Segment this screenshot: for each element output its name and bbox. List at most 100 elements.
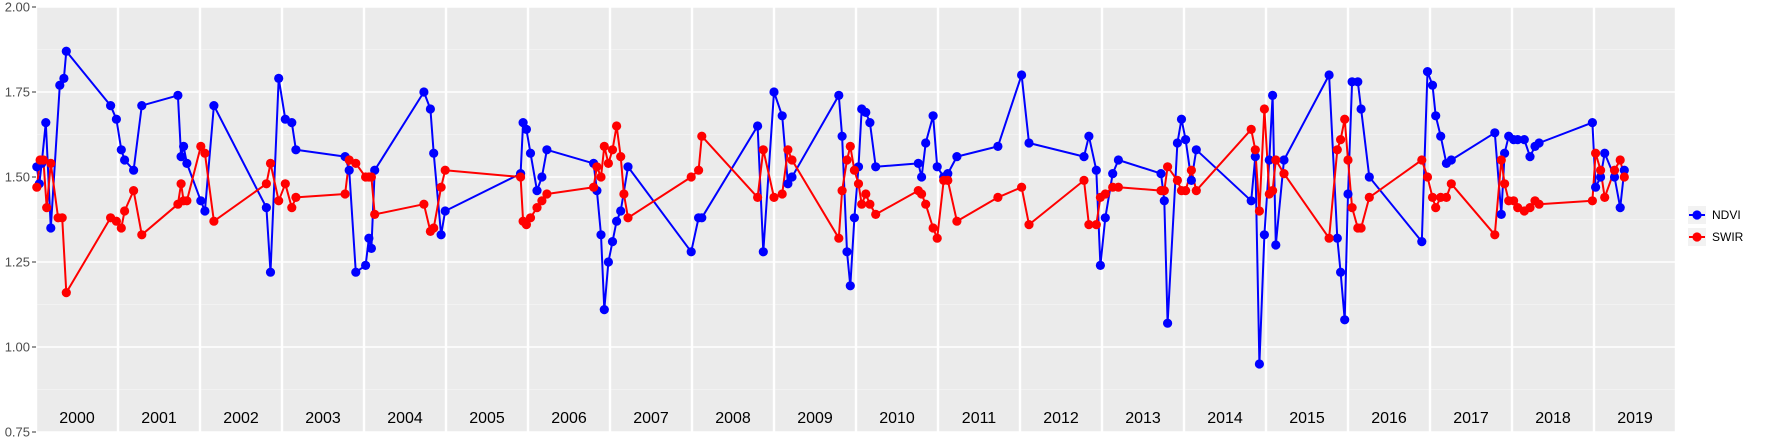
data-point-ndvi	[46, 223, 56, 233]
data-point-swir	[370, 209, 380, 219]
data-point-swir	[1100, 189, 1110, 199]
year-label: 2016	[1371, 410, 1407, 427]
data-point-ndvi	[993, 141, 1003, 151]
data-point-ndvi	[1519, 135, 1529, 145]
data-point-ndvi	[370, 165, 380, 175]
data-point-swir	[928, 223, 938, 233]
data-point-ndvi	[1422, 67, 1433, 77]
data-point-ndvi	[1268, 90, 1278, 100]
data-point-ndvi	[1246, 196, 1256, 206]
year-label: 2009	[797, 410, 833, 427]
data-point-swir	[521, 220, 532, 230]
data-point-ndvi	[176, 152, 186, 162]
year-label: 2011	[962, 410, 997, 427]
data-point-ndvi	[116, 145, 126, 155]
data-point-ndvi	[1259, 230, 1269, 240]
data-point-swir	[1587, 196, 1597, 206]
data-point-swir	[1427, 192, 1438, 202]
data-point-swir	[1534, 199, 1544, 209]
data-point-swir	[865, 199, 875, 209]
data-point-ndvi	[1079, 152, 1089, 162]
data-point-ndvi	[525, 148, 536, 158]
data-point-swir	[1364, 192, 1374, 202]
data-point-swir	[849, 165, 860, 175]
data-point-ndvi	[1172, 138, 1182, 148]
data-point-swir	[1431, 203, 1441, 213]
data-point-swir	[1343, 155, 1353, 165]
data-point-ndvi	[603, 257, 614, 267]
year-label: 2019	[1617, 410, 1653, 427]
data-point-swir	[1332, 145, 1342, 155]
data-point-swir	[1525, 203, 1535, 213]
data-point-ndvi	[1525, 152, 1535, 162]
data-point-ndvi	[1254, 359, 1264, 369]
y-tick-label: 2.00	[5, 0, 30, 15]
data-point-swir	[340, 189, 350, 199]
data-point-swir	[783, 145, 793, 155]
data-point-ndvi	[686, 247, 696, 257]
data-point-swir	[1024, 220, 1034, 230]
data-point-ndvi	[173, 90, 183, 100]
data-point-swir	[1084, 220, 1094, 230]
data-point-ndvi	[1271, 240, 1281, 250]
data-point-ndvi	[1431, 111, 1441, 121]
year-label: 2015	[1289, 410, 1325, 427]
data-point-swir	[697, 131, 707, 141]
data-point-swir	[61, 288, 71, 298]
data-point-ndvi	[129, 165, 139, 175]
data-point-ndvi	[261, 203, 271, 213]
legend-key-point-ndvi	[1692, 210, 1702, 220]
data-point-ndvi	[55, 80, 65, 90]
data-point-swir	[592, 162, 602, 172]
data-point-ndvi	[623, 162, 633, 172]
data-point-swir	[116, 223, 126, 233]
data-point-ndvi	[1084, 131, 1094, 141]
data-point-ndvi	[429, 148, 439, 158]
data-point-ndvi	[425, 104, 435, 114]
data-point-ndvi	[344, 165, 354, 175]
data-point-swir	[1091, 220, 1101, 230]
data-point-swir	[1496, 155, 1506, 165]
data-point-swir	[932, 233, 942, 243]
data-point-swir	[943, 175, 953, 185]
data-point-ndvi	[1417, 237, 1427, 247]
data-point-swir	[845, 141, 855, 151]
data-point-ndvi	[366, 243, 376, 253]
data-point-swir	[57, 213, 67, 223]
data-point-ndvi	[1609, 172, 1620, 182]
data-point-swir	[787, 155, 797, 165]
data-point-swir	[42, 203, 52, 213]
data-point-ndvi	[196, 196, 206, 206]
legend: NDVI SWIR	[1686, 204, 1770, 248]
data-point-ndvi	[871, 162, 881, 172]
data-point-swir	[1250, 145, 1260, 155]
data-point-swir	[952, 216, 962, 226]
data-point-ndvi	[1340, 315, 1350, 325]
data-point-swir	[537, 196, 547, 206]
data-point-ndvi	[1619, 165, 1629, 175]
data-point-swir	[261, 179, 271, 189]
data-point-swir	[1490, 230, 1500, 240]
data-point-swir	[1500, 179, 1510, 189]
data-point-swir	[753, 192, 763, 202]
y-tick-label: 1.00	[5, 340, 30, 355]
data-point-ndvi	[440, 206, 450, 216]
data-point-ndvi	[1591, 182, 1601, 192]
year-label: 2001	[141, 410, 177, 427]
data-point-swir	[861, 189, 871, 199]
data-point-ndvi	[1513, 135, 1523, 145]
data-point-swir	[1417, 155, 1427, 165]
data-point-ndvi	[364, 233, 374, 243]
data-point-swir	[1159, 186, 1169, 196]
data-point-ndvi	[265, 267, 276, 277]
data-point-ndvi	[1159, 196, 1169, 206]
data-point-ndvi	[842, 247, 852, 257]
data-point-ndvi	[1264, 155, 1274, 165]
data-point-ndvi	[120, 155, 130, 165]
data-point-swir	[532, 203, 542, 213]
data-point-ndvi	[1186, 175, 1196, 185]
year-label: 2003	[305, 410, 341, 427]
data-point-swir	[1113, 182, 1123, 192]
year-label: 2004	[387, 410, 423, 427]
